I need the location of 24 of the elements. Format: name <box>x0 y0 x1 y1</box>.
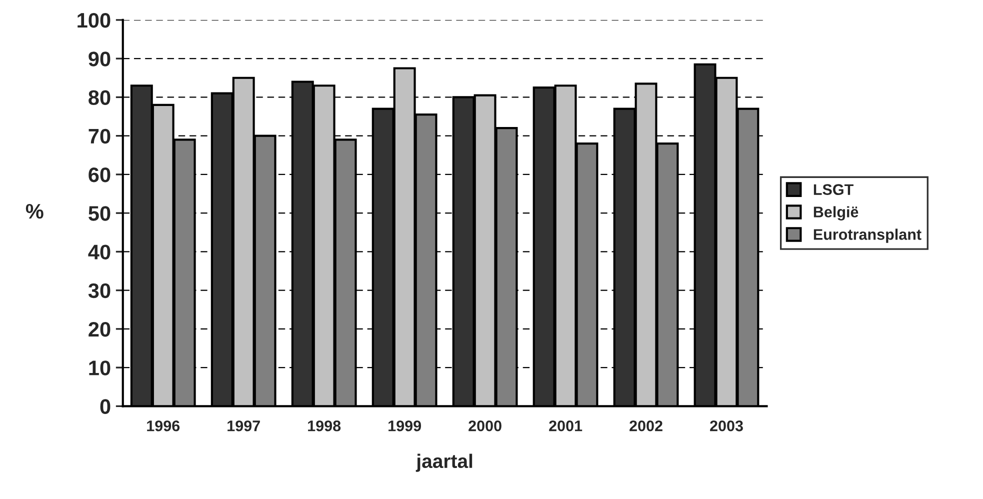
y-tick-label: 30 <box>88 283 110 298</box>
y-tick-label: 40 <box>88 244 110 260</box>
y-tick-label: 90 <box>88 52 110 66</box>
x-tick-label: 1998 <box>308 420 341 432</box>
y-tick-label: 80 <box>88 90 110 105</box>
x-tick-label: 1999 <box>388 420 421 432</box>
y-tick-label: 50 <box>88 206 110 221</box>
y-axis-title: % <box>26 204 44 219</box>
y-tick-label: 0 <box>100 399 110 414</box>
y-tick-label: 70 <box>88 128 110 144</box>
legend-label: België <box>814 206 858 220</box>
legend-label: LSGT <box>814 184 854 195</box>
y-tick-label: 60 <box>88 167 110 182</box>
x-axis-title: jaartal <box>416 454 472 472</box>
y-tick-label: 10 <box>89 360 110 376</box>
x-tick-label: 1997 <box>228 420 260 432</box>
y-tick-label: 20 <box>88 322 110 337</box>
x-tick-label: 2000 <box>468 420 502 432</box>
x-tick-label: 2003 <box>710 420 743 432</box>
x-tick-label: 1996 <box>147 420 180 432</box>
y-tick-label: 100 <box>78 12 110 28</box>
legend-label: Eurotransplant <box>814 228 922 243</box>
x-tick-label: 2002 <box>630 420 662 432</box>
x-tick-label: 2001 <box>549 420 582 432</box>
